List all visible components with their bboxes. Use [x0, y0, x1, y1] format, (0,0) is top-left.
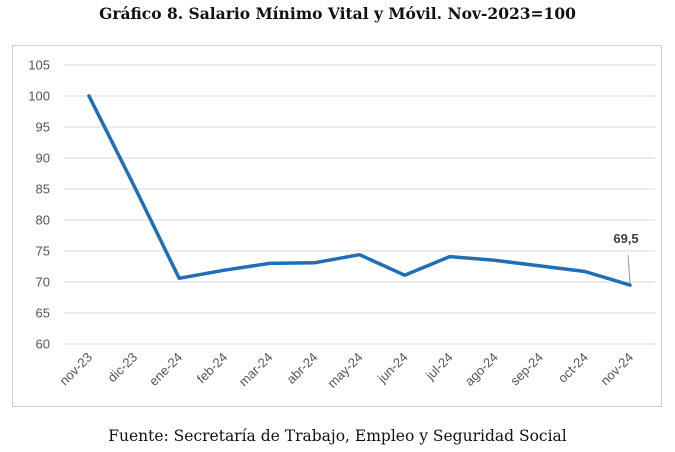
x-tick-label: jul-24: [422, 350, 456, 384]
x-tick-label: jun-24: [374, 350, 411, 387]
series-line: [87, 94, 632, 287]
x-tick-label: nov-24: [597, 350, 636, 389]
x-tick-label: may-24: [324, 350, 365, 391]
x-tick-label: sep-24: [507, 350, 546, 389]
y-tick-label: 105: [28, 58, 50, 73]
chart-title: Gráfico 8. Salario Mínimo Vital y Móvil.…: [99, 4, 576, 23]
chart-frame: [12, 45, 662, 407]
x-tick-label: dic-23: [105, 350, 141, 386]
x-tick-label: oct-24: [555, 350, 591, 386]
y-tick-label: 80: [36, 213, 50, 228]
y-tick-label: 90: [36, 151, 50, 166]
y-tick-label: 95: [36, 120, 50, 135]
x-tick-label: ene-24: [146, 350, 185, 389]
x-tick-label: mar-24: [236, 350, 276, 390]
x-tick-label: nov-23: [56, 350, 95, 389]
source-note: Fuente: Secretaría de Trabajo, Empleo y …: [108, 427, 567, 445]
x-tick-label: abr-24: [283, 350, 320, 387]
y-tick-label: 65: [36, 306, 50, 321]
y-tick-label: 60: [36, 337, 50, 352]
x-tick-label: ago-24: [462, 350, 501, 389]
y-tick-label: 85: [36, 182, 50, 197]
y-tick-label: 75: [36, 244, 50, 259]
y-tick-label: 70: [36, 275, 50, 290]
x-tick-label: feb-24: [194, 350, 231, 387]
y-tick-label: 100: [28, 89, 50, 104]
data-label: 69,5: [613, 231, 638, 246]
data-label-leader: [627, 255, 631, 284]
